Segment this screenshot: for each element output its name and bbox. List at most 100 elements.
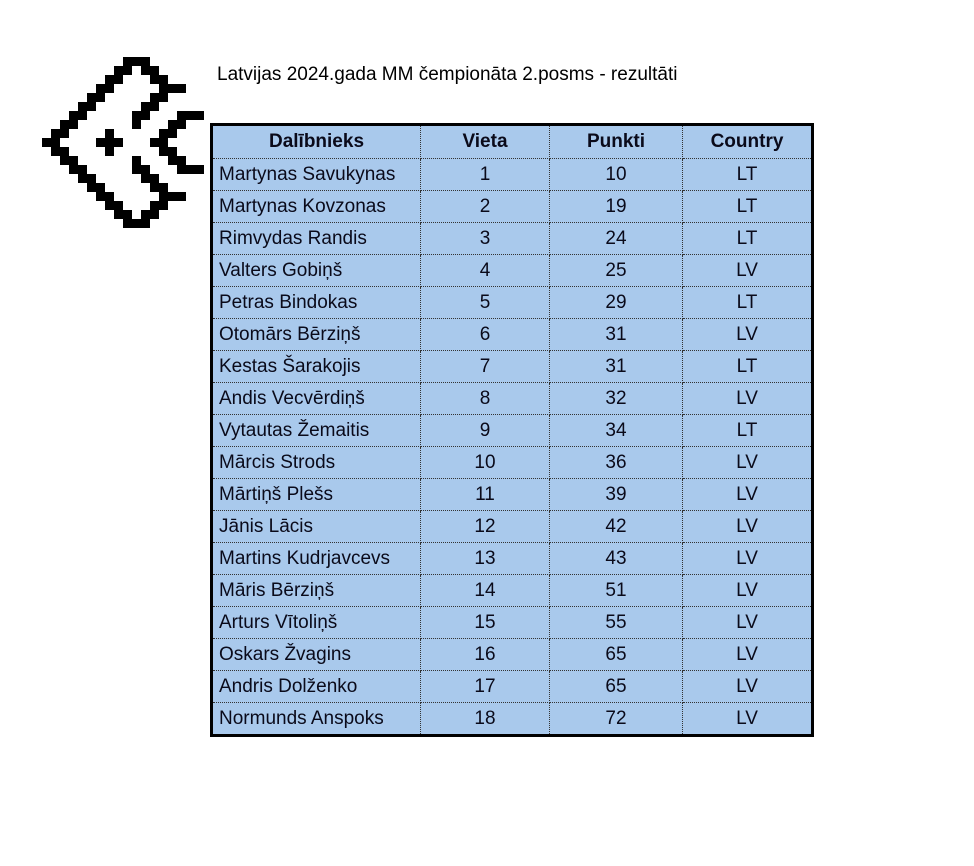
table-row: Otomārs Bērziņš 6 31 LV [211,318,813,351]
pixel-chevron-logo-icon [42,57,204,228]
logo-pixel [105,138,114,147]
logo-pixel [87,174,96,183]
points-cell: 29 [549,286,683,319]
table-row: Martynas Kovzonas 2 19 LT [211,190,813,223]
points-cell: 31 [549,318,683,351]
table-row: Jānis Lācis 12 42 LV [211,510,813,543]
place-cell: 7 [420,350,550,383]
place-cell: 2 [420,190,550,223]
logo-pixel [78,174,87,183]
logo-pixel [105,84,114,93]
place-cell: 18 [420,702,550,736]
points-cell: 72 [549,702,683,736]
header-country: Country [682,124,813,159]
logo-pixel [105,129,114,138]
place-cell: 12 [420,510,550,543]
logo-pixel [42,138,51,147]
logo-pixel [159,75,168,84]
country-cell: LT [682,350,813,383]
country-cell: LT [682,190,813,223]
participant-cell: Martynas Kovzonas [211,190,421,223]
logo-pixel [141,102,150,111]
points-cell: 51 [549,574,683,607]
participant-cell: Mārcis Strods [211,446,421,479]
country-cell: LT [682,158,813,191]
logo-pixel [114,210,123,219]
logo-pixel [96,84,105,93]
logo-pixel [150,138,159,147]
country-cell: LV [682,670,813,703]
place-cell: 15 [420,606,550,639]
place-cell: 8 [420,382,550,415]
logo-pixel [78,111,87,120]
logo-pixel [159,138,168,147]
points-cell: 10 [549,158,683,191]
logo-pixel [105,75,114,84]
logo-pixel [141,210,150,219]
table-row: Kestas Šarakojis 7 31 LT [211,350,813,383]
table-row: Andris Dolženko 17 65 LV [211,670,813,703]
logo-pixel [150,201,159,210]
logo-pixel [195,165,204,174]
header-participant: Dalībnieks [211,124,421,159]
table-row: Māris Bērziņš 14 51 LV [211,574,813,607]
table-row: Andis Vecvērdiņš 8 32 LV [211,382,813,415]
logo-pixel [78,102,87,111]
header-points: Punkti [549,124,683,159]
points-cell: 19 [549,190,683,223]
participant-cell: Jānis Lācis [211,510,421,543]
results-table: Dalībnieks Vieta Punkti Country Martynas… [210,123,814,737]
logo-pixel [159,129,168,138]
participant-cell: Vytautas Žemaitis [211,414,421,447]
logo-pixel [105,192,114,201]
country-cell: LV [682,478,813,511]
logo-pixel [87,93,96,102]
points-cell: 65 [549,638,683,671]
participant-cell: Rimvydas Randis [211,222,421,255]
participant-cell: Petras Bindokas [211,286,421,319]
participant-cell: Otomārs Bērziņš [211,318,421,351]
country-cell: LV [682,510,813,543]
logo-pixel [150,75,159,84]
logo-pixel [87,102,96,111]
country-cell: LV [682,702,813,736]
logo-pixel [159,192,168,201]
logo-pixel [168,156,177,165]
place-cell: 10 [420,446,550,479]
points-cell: 65 [549,670,683,703]
logo-pixel [177,192,186,201]
place-cell: 9 [420,414,550,447]
logo-pixel [132,57,141,66]
logo-pixel [141,219,150,228]
participant-cell: Martynas Savukynas [211,158,421,191]
logo-pixel [141,111,150,120]
country-cell: LV [682,638,813,671]
place-cell: 5 [420,286,550,319]
logo-pixel [96,192,105,201]
logo-pixel [195,111,204,120]
logo-pixel [186,165,195,174]
logo-pixel [96,183,105,192]
logo-pixel [177,120,186,129]
table-row: Valters Gobiņš 4 25 LV [211,254,813,287]
logo-pixel [159,183,168,192]
points-cell: 36 [549,446,683,479]
logo-pixel [114,138,123,147]
table-row: Martynas Savukynas 1 10 LT [211,158,813,191]
logo-pixel [105,201,114,210]
logo-pixel [168,129,177,138]
place-cell: 14 [420,574,550,607]
country-cell: LV [682,254,813,287]
logo-pixel [150,210,159,219]
logo-pixel [114,66,123,75]
country-cell: LV [682,606,813,639]
logo-pixel [51,138,60,147]
participant-cell: Arturs Vītoliņš [211,606,421,639]
points-cell: 34 [549,414,683,447]
country-cell: LV [682,446,813,479]
points-cell: 55 [549,606,683,639]
place-cell: 11 [420,478,550,511]
logo-pixel [96,93,105,102]
logo-pixel [141,66,150,75]
logo-pixel [168,192,177,201]
